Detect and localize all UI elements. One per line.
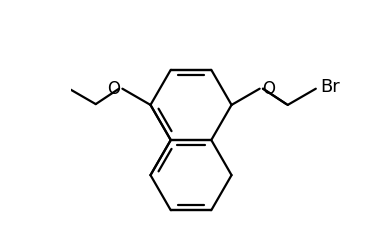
Text: O: O xyxy=(107,80,120,98)
Text: O: O xyxy=(262,80,275,98)
Text: Br: Br xyxy=(320,78,340,96)
